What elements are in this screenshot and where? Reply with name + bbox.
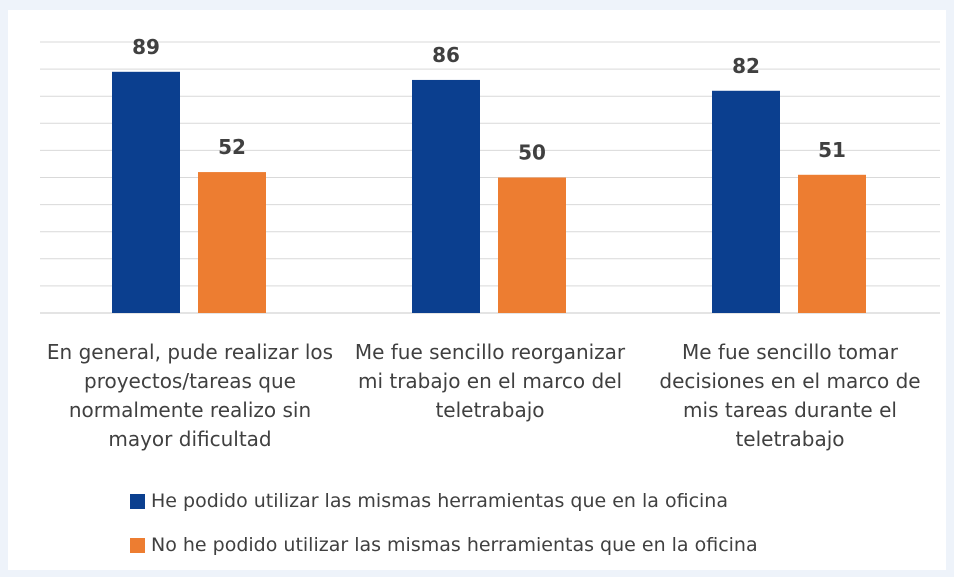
legend-item: He podido utilizar las mismas herramient… [130, 490, 728, 512]
bar [198, 172, 266, 313]
bar [498, 177, 566, 313]
bar [112, 71, 180, 313]
value-label: 51 [818, 138, 846, 162]
value-label: 82 [732, 54, 760, 78]
x-tick-label: En general, pude realizar los proyectos/… [46, 340, 334, 451]
value-label: 89 [132, 35, 160, 59]
bar [412, 79, 480, 313]
bar [798, 174, 866, 313]
value-label: 50 [518, 141, 546, 165]
bar [712, 90, 780, 313]
legend-swatch [130, 537, 145, 553]
legend-item: No he podido utilizar las mismas herrami… [130, 534, 758, 556]
value-label: 52 [218, 135, 246, 159]
value-label: 86 [432, 43, 460, 67]
x-tick-label: Me fue sencillo tomar decisiones en el m… [659, 340, 921, 451]
legend-swatch [130, 493, 145, 509]
legend-label: No he podido utilizar las mismas herrami… [151, 534, 758, 556]
legend-label: He podido utilizar las mismas herramient… [151, 490, 728, 512]
x-tick-label: Me fue sencillo reorganizar mi trabajo e… [354, 340, 626, 422]
